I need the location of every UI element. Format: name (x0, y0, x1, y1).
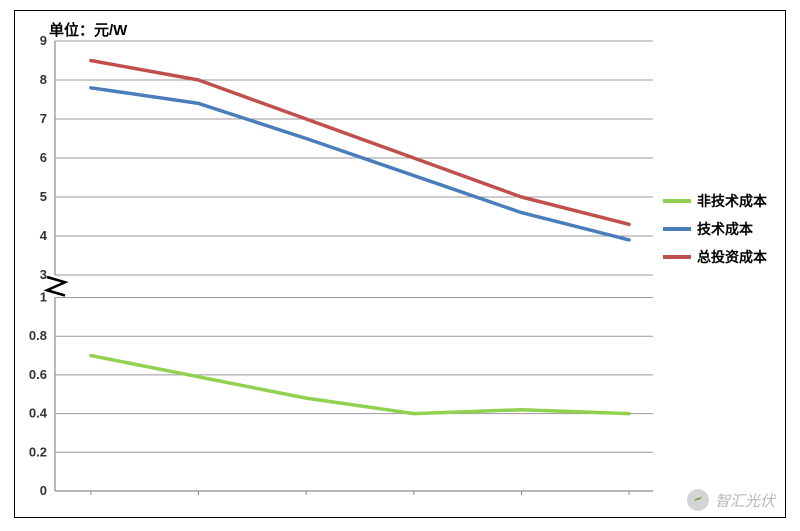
svg-text:5: 5 (40, 189, 47, 204)
svg-text:4: 4 (40, 228, 48, 243)
svg-text:1: 1 (40, 290, 47, 305)
legend-label: 非技术成本 (697, 191, 767, 211)
legend-swatch (663, 255, 691, 259)
svg-text:0.2: 0.2 (29, 444, 47, 459)
legend-item: 非技术成本 (663, 191, 767, 211)
watermark: 智汇光伏 (687, 489, 775, 511)
svg-text:7: 7 (40, 111, 47, 126)
svg-text:0.8: 0.8 (29, 328, 47, 343)
svg-text:0.6: 0.6 (29, 367, 47, 382)
legend-label: 总投资成本 (697, 247, 767, 267)
chart-container: 单位：元/W 345678900.20.40.60.81201520162017… (14, 10, 786, 518)
svg-text:3: 3 (40, 267, 47, 282)
plot-area: 345678900.20.40.60.812015201620172018201… (15, 11, 657, 495)
svg-text:8: 8 (40, 72, 47, 87)
watermark-text: 智汇光伏 (715, 490, 775, 511)
svg-text:6: 6 (40, 150, 47, 165)
legend-label: 技术成本 (697, 219, 753, 239)
legend-item: 技术成本 (663, 219, 767, 239)
svg-text:9: 9 (40, 33, 47, 48)
legend-swatch (663, 227, 691, 231)
legend-item: 总投资成本 (663, 247, 767, 267)
legend-swatch (663, 199, 691, 203)
watermark-logo-icon (687, 489, 709, 511)
svg-text:0: 0 (40, 483, 47, 495)
legend: 非技术成本技术成本总投资成本 (663, 191, 767, 275)
svg-text:0.4: 0.4 (29, 406, 48, 421)
